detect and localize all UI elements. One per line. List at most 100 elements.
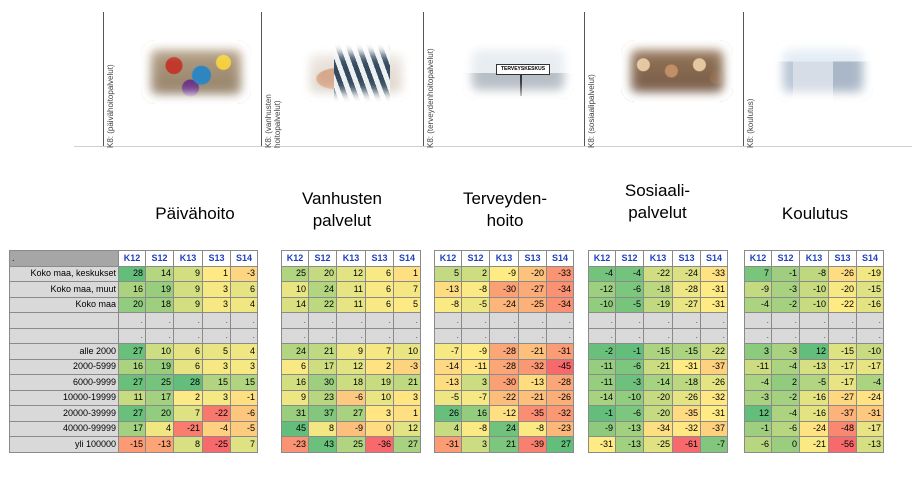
value-cell: -33 bbox=[700, 265, 728, 282]
column-header: K12 bbox=[588, 250, 616, 267]
value-cell: 9 bbox=[173, 265, 203, 282]
blank-cell: . bbox=[672, 327, 701, 344]
column-header: S14 bbox=[856, 250, 884, 267]
blank-cell: . bbox=[145, 327, 174, 344]
value-cell: -34 bbox=[643, 420, 673, 437]
value-cell: -13 bbox=[615, 436, 644, 453]
blank-cell: . bbox=[588, 327, 616, 344]
value-cell: 6 bbox=[281, 358, 309, 375]
value-cell: -3 bbox=[615, 374, 644, 391]
blank-cell: . bbox=[230, 327, 258, 344]
value-cell: 4 bbox=[230, 343, 258, 360]
value-cell: 2 bbox=[173, 389, 203, 406]
column-header: S13 bbox=[518, 250, 547, 267]
value-cell: -16 bbox=[799, 405, 829, 422]
value-cell: -6 bbox=[615, 281, 644, 298]
title-vanhusten: Vanhusten palvelut bbox=[301, 189, 383, 230]
value-cell: 27 bbox=[393, 436, 421, 453]
blank-cell: . bbox=[434, 312, 462, 329]
value-cell: 24 bbox=[308, 281, 337, 298]
value-cell: 0 bbox=[365, 420, 394, 437]
value-cell: -8 bbox=[799, 265, 829, 282]
table-paivahoito: . K12 S12 K13 S13 S14 Koko maa, keskukset 28 14 9… bbox=[9, 250, 258, 453]
value-cell: 1 bbox=[393, 405, 421, 422]
table-row: -23 43 25 -36 27 bbox=[281, 436, 421, 453]
value-cell: 3 bbox=[744, 343, 772, 360]
table-row: 31 37 27 3 1 bbox=[281, 405, 421, 422]
value-cell: 30 bbox=[308, 374, 337, 391]
value-cell: -14 bbox=[588, 389, 616, 406]
column-header: K13 bbox=[643, 250, 673, 267]
value-cell: 27 bbox=[118, 343, 146, 360]
value-cell: -9 bbox=[489, 265, 519, 282]
value-cell: 27 bbox=[336, 405, 366, 422]
daycare-photo bbox=[141, 40, 251, 104]
row-label: 20000-39999 bbox=[9, 405, 119, 422]
table-row: -9 -13 -34 -32 -37 bbox=[588, 420, 728, 437]
table-row: -4 -4 -22 -24 -33 bbox=[588, 265, 728, 282]
value-cell: 16 bbox=[118, 358, 146, 375]
value-cell: -31 bbox=[856, 405, 884, 422]
blank-cell: . bbox=[828, 327, 857, 344]
value-cell: -4 bbox=[615, 265, 644, 282]
value-cell: -27 bbox=[828, 389, 857, 406]
value-cell: 17 bbox=[308, 358, 337, 375]
value-cell: -24 bbox=[799, 420, 829, 437]
value-cell: 15 bbox=[202, 374, 231, 391]
value-cell: -3 bbox=[393, 358, 421, 375]
value-cell: 10 bbox=[393, 343, 421, 360]
blank-cell: . bbox=[202, 312, 231, 329]
table-row: -8 -5 -24 -25 -34 bbox=[434, 296, 574, 313]
table-row: -4 2 -5 -17 -4 bbox=[744, 374, 884, 391]
value-cell: -15 bbox=[672, 343, 701, 360]
column-header: K13 bbox=[799, 250, 829, 267]
value-cell: 14 bbox=[145, 265, 174, 282]
table-row: yli 100000 -15 -13 8 -25 7 bbox=[9, 436, 258, 453]
blank-cell: . bbox=[308, 327, 337, 344]
value-cell: 9 bbox=[173, 281, 203, 298]
value-cell: -4 bbox=[771, 405, 800, 422]
value-cell: -35 bbox=[518, 405, 547, 422]
table-koulutus: K12 S12 K13 S13 S14 7 -1 -8 -26 -19 -9 -3 -10 -20 -15-… bbox=[744, 250, 884, 453]
column-header: S13 bbox=[365, 250, 394, 267]
blank-cell: . bbox=[744, 327, 772, 344]
column-header: K13 bbox=[173, 250, 203, 267]
column-header: S12 bbox=[615, 250, 644, 267]
column-header: K12 bbox=[744, 250, 772, 267]
value-cell: 5 bbox=[393, 296, 421, 313]
value-cell: -3 bbox=[771, 343, 800, 360]
value-cell: 19 bbox=[365, 374, 394, 391]
table-row: -3 -2 -16 -27 -24 bbox=[744, 389, 884, 406]
blank-cell: . bbox=[202, 327, 231, 344]
health-center-sign: TERVEYSKESKUS bbox=[496, 64, 550, 75]
blank-cell: . bbox=[308, 312, 337, 329]
school-photo bbox=[773, 40, 873, 102]
table-row: 7 -1 -8 -26 -19 bbox=[744, 265, 884, 282]
value-cell: 24 bbox=[489, 420, 519, 437]
value-cell: 6 bbox=[230, 281, 258, 298]
value-cell: -22 bbox=[700, 343, 728, 360]
value-cell: 2 bbox=[461, 265, 490, 282]
elderly-care-photo bbox=[300, 44, 412, 102]
value-cell: -23 bbox=[281, 436, 309, 453]
table-row: ..... bbox=[744, 327, 884, 344]
blank-cell: . bbox=[365, 327, 394, 344]
table-row: 25 20 12 6 1 bbox=[281, 265, 421, 282]
value-cell: 28 bbox=[118, 265, 146, 282]
value-cell: 9 bbox=[336, 343, 366, 360]
value-cell: -6 bbox=[771, 420, 800, 437]
value-cell: 2 bbox=[771, 374, 800, 391]
value-cell: -4 bbox=[744, 374, 772, 391]
title-paivahoito: Päivähoito bbox=[155, 204, 235, 223]
value-cell: 23 bbox=[308, 389, 337, 406]
value-cell: 20 bbox=[118, 296, 146, 313]
value-cell: -10 bbox=[588, 296, 616, 313]
value-cell: -5 bbox=[615, 296, 644, 313]
value-cell: -22 bbox=[643, 265, 673, 282]
table-row: ..... bbox=[588, 327, 728, 344]
value-cell: -21 bbox=[518, 343, 547, 360]
table-row: Koko maa 20 18 9 3 4 bbox=[9, 296, 258, 313]
value-cell: -3 bbox=[744, 389, 772, 406]
value-cell: 43 bbox=[308, 436, 337, 453]
value-cell: -4 bbox=[744, 296, 772, 313]
